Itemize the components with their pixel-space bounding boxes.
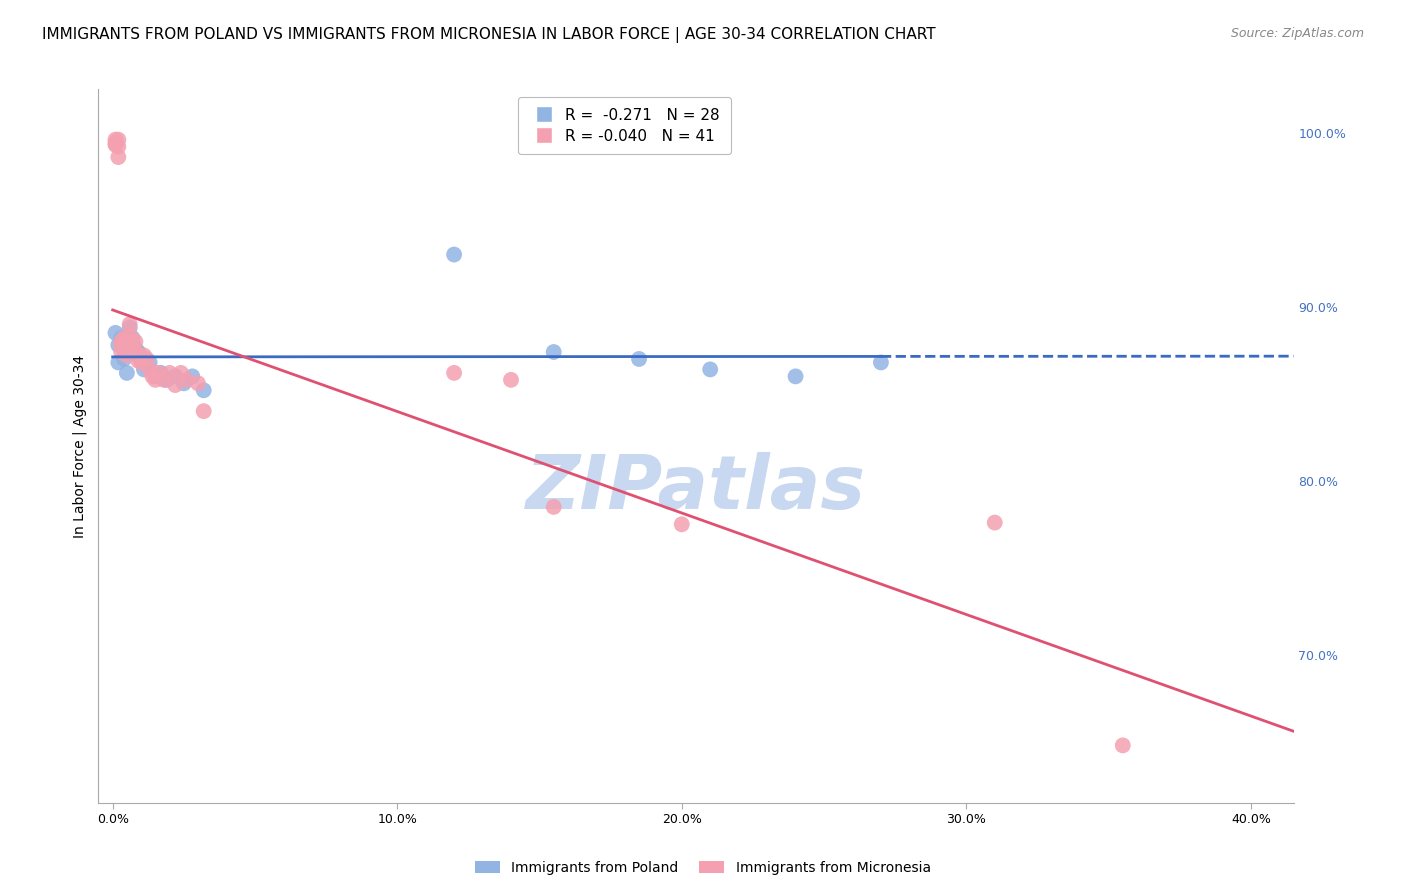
Point [115,366,138,380]
Point [785,369,807,384]
Point [984,516,1007,530]
Point [176,373,198,387]
Point [112,331,135,345]
Point [104,326,127,340]
Point [628,351,651,366]
Text: IMMIGRANTS FROM POLAND VS IMMIGRANTS FROM MICRONESIA IN LABOR FORCE | AGE 30-34 : IMMIGRANTS FROM POLAND VS IMMIGRANTS FRO… [42,27,936,43]
Point [193,404,215,418]
Point [127,345,149,359]
Point [143,373,166,387]
Point [138,355,160,369]
Point [443,247,465,261]
Point [107,139,129,153]
Point [110,331,132,345]
Point [107,150,129,164]
Point [124,342,146,356]
Point [173,376,195,391]
Point [127,349,149,363]
Point [132,349,155,363]
Legend: R =  -0.271   N = 28, R = -0.040   N = 41: R = -0.271 N = 28, R = -0.040 N = 41 [517,97,731,154]
Point [115,349,138,363]
Text: Source: ZipAtlas.com: Source: ZipAtlas.com [1230,27,1364,40]
Point [193,384,215,398]
Point [121,342,143,356]
Point [138,362,160,376]
Point [110,345,132,359]
Point [104,136,127,150]
Point [132,362,155,376]
Y-axis label: In Labor Force | Age 30-34: In Labor Force | Age 30-34 [73,354,87,538]
Point [124,334,146,349]
Point [870,355,893,369]
Text: ZIPatlas: ZIPatlas [526,452,866,525]
Point [121,334,143,349]
Point [107,338,129,352]
Point [443,366,465,380]
Point [104,137,127,152]
Point [112,342,135,356]
Point [127,353,149,368]
Point [543,500,565,514]
Point [671,517,693,532]
Point [110,338,132,352]
Point [112,351,135,366]
Point [170,366,193,380]
Point [543,345,565,359]
Point [121,338,143,352]
Point [110,334,132,349]
Point [115,342,138,356]
Point [1112,739,1135,753]
Point [153,373,176,387]
Point [148,366,170,380]
Point [187,376,209,391]
Point [150,366,173,380]
Point [118,320,141,334]
Point [141,369,163,384]
Point [499,373,522,387]
Point [129,351,152,366]
Point [143,369,166,384]
Point [107,133,129,147]
Point [129,355,152,369]
Point [156,373,179,387]
Point [165,369,187,384]
Point [118,327,141,342]
Legend: Immigrants from Poland, Immigrants from Micronesia: Immigrants from Poland, Immigrants from … [470,855,936,880]
Point [159,366,181,380]
Point [165,378,187,392]
Point [112,342,135,356]
Point [124,345,146,359]
Point [121,331,143,345]
Point [135,351,157,366]
Point [699,362,721,376]
Point [181,369,204,384]
Point [107,355,129,369]
Point [118,317,141,331]
Point [104,133,127,147]
